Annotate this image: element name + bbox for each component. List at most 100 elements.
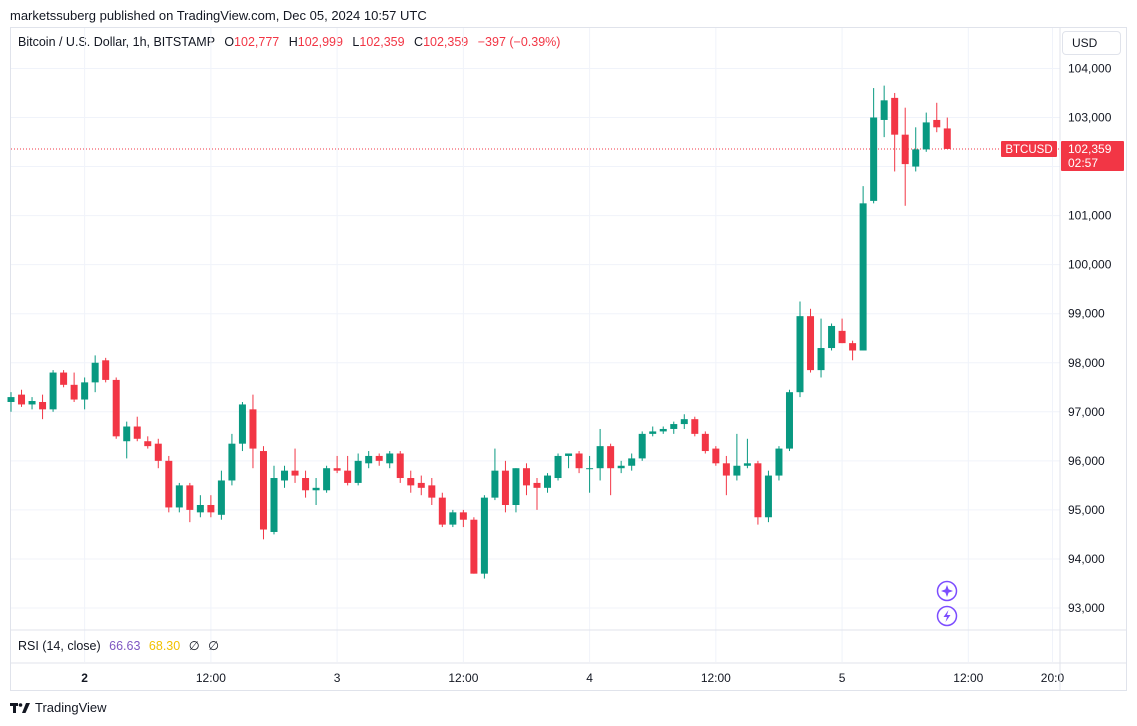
footer-brand[interactable]: TradingView <box>10 700 107 715</box>
candle-body[interactable] <box>764 475 772 518</box>
candle-body[interactable] <box>870 117 878 201</box>
candle-body[interactable] <box>733 465 741 476</box>
candle-body[interactable] <box>838 330 846 344</box>
candle-body[interactable] <box>428 485 436 498</box>
candle-body[interactable] <box>828 325 836 349</box>
candle-body[interactable] <box>407 478 415 486</box>
candle-body[interactable] <box>60 372 68 385</box>
candle-body[interactable] <box>459 512 467 520</box>
candle-body[interactable] <box>628 458 636 466</box>
candle-body[interactable] <box>39 401 47 410</box>
rsi-label[interactable]: RSI (14, close) <box>18 639 101 653</box>
candle-body[interactable] <box>344 470 352 483</box>
candle-body[interactable] <box>270 478 278 532</box>
candle-body[interactable] <box>18 394 26 405</box>
candle-body[interactable] <box>691 419 699 434</box>
candle-body[interactable] <box>228 443 236 481</box>
candle-body[interactable] <box>365 455 373 464</box>
candle-body[interactable] <box>417 482 425 488</box>
candle-body[interactable] <box>102 360 110 380</box>
candle-body[interactable] <box>123 426 131 442</box>
candle-body[interactable] <box>701 433 709 452</box>
candle-body[interactable] <box>175 485 183 508</box>
candle-body[interactable] <box>649 431 657 434</box>
candle-body[interactable] <box>933 119 941 128</box>
candle-body[interactable] <box>522 468 530 486</box>
candle-body[interactable] <box>112 379 120 437</box>
candle-body[interactable] <box>586 468 594 470</box>
price-tag-countdown: 02:57 <box>1068 156 1098 170</box>
candle-body[interactable] <box>575 453 583 469</box>
candle-body[interactable] <box>743 463 751 466</box>
candle-body[interactable] <box>49 372 57 410</box>
candle-body[interactable] <box>785 392 793 449</box>
chart-frame[interactable] <box>10 27 1127 691</box>
x-tick-label: 2 <box>81 671 88 685</box>
candle-body[interactable] <box>333 468 341 471</box>
candle-body[interactable] <box>533 482 541 488</box>
candle-body[interactable] <box>754 463 762 518</box>
candle-body[interactable] <box>81 382 89 400</box>
candle-body[interactable] <box>396 453 404 479</box>
candle-body[interactable] <box>554 455 562 479</box>
candle-body[interactable] <box>354 460 362 483</box>
candle-body[interactable] <box>859 203 867 351</box>
candle-body[interactable] <box>891 97 899 135</box>
candle-body[interactable] <box>70 384 78 400</box>
y-tick-label: 98,000 <box>1068 356 1105 370</box>
candle-body[interactable] <box>544 475 552 488</box>
candle-body[interactable] <box>281 470 289 481</box>
candle-body[interactable] <box>596 446 604 469</box>
candle-body[interactable] <box>491 470 499 498</box>
candle-body[interactable] <box>796 316 804 393</box>
candle-body[interactable] <box>217 480 225 515</box>
candle-body[interactable] <box>28 401 36 405</box>
candle-body[interactable] <box>480 497 488 574</box>
candle-body[interactable] <box>449 512 457 525</box>
candle-body[interactable] <box>880 100 888 120</box>
candle-body[interactable] <box>302 478 310 491</box>
symbol-title[interactable]: Bitcoin / U.S. Dollar, 1h, BITSTAMP <box>18 35 215 49</box>
candle-body[interactable] <box>512 468 520 505</box>
candle-body[interactable] <box>912 149 920 167</box>
candle-body[interactable] <box>807 316 815 371</box>
candle-body[interactable] <box>638 433 646 459</box>
candle-body[interactable] <box>259 451 267 530</box>
candle-body[interactable] <box>617 465 625 469</box>
candle-body[interactable] <box>165 460 173 508</box>
candle-body[interactable] <box>607 446 615 469</box>
candle-body[interactable] <box>7 397 15 402</box>
candle-body[interactable] <box>196 504 204 513</box>
candle-body[interactable] <box>323 468 331 491</box>
candle-body[interactable] <box>849 343 857 351</box>
candle-body[interactable] <box>470 519 478 574</box>
candle-body[interactable] <box>91 362 99 383</box>
candle-body[interactable] <box>943 128 951 149</box>
candle-body[interactable] <box>386 453 394 464</box>
candle-body[interactable] <box>670 424 678 429</box>
candle-body[interactable] <box>133 426 141 439</box>
candle-body[interactable] <box>375 455 383 461</box>
candle-body[interactable] <box>775 448 783 476</box>
candle-body[interactable] <box>144 441 152 447</box>
x-tick-label: 20:0 <box>1041 671 1065 685</box>
candle-body[interactable] <box>249 409 257 449</box>
candle-body[interactable] <box>238 404 246 444</box>
candle-body[interactable] <box>817 348 825 371</box>
candle-body[interactable] <box>901 134 909 165</box>
candle-body[interactable] <box>207 504 215 513</box>
candle-body[interactable] <box>659 428 667 432</box>
candle-body[interactable] <box>712 448 720 464</box>
candle-body[interactable] <box>501 470 509 505</box>
candle-body[interactable] <box>291 470 299 476</box>
candle-body[interactable] <box>680 419 688 425</box>
candle-body[interactable] <box>154 443 162 461</box>
candle-body[interactable] <box>186 485 194 510</box>
currency-button[interactable]: USD <box>1062 31 1121 55</box>
candle-body[interactable] <box>722 463 730 476</box>
candle-body[interactable] <box>312 487 320 491</box>
candle-body[interactable] <box>565 453 573 456</box>
candle-body[interactable] <box>438 497 446 525</box>
candle-body[interactable] <box>922 122 930 150</box>
